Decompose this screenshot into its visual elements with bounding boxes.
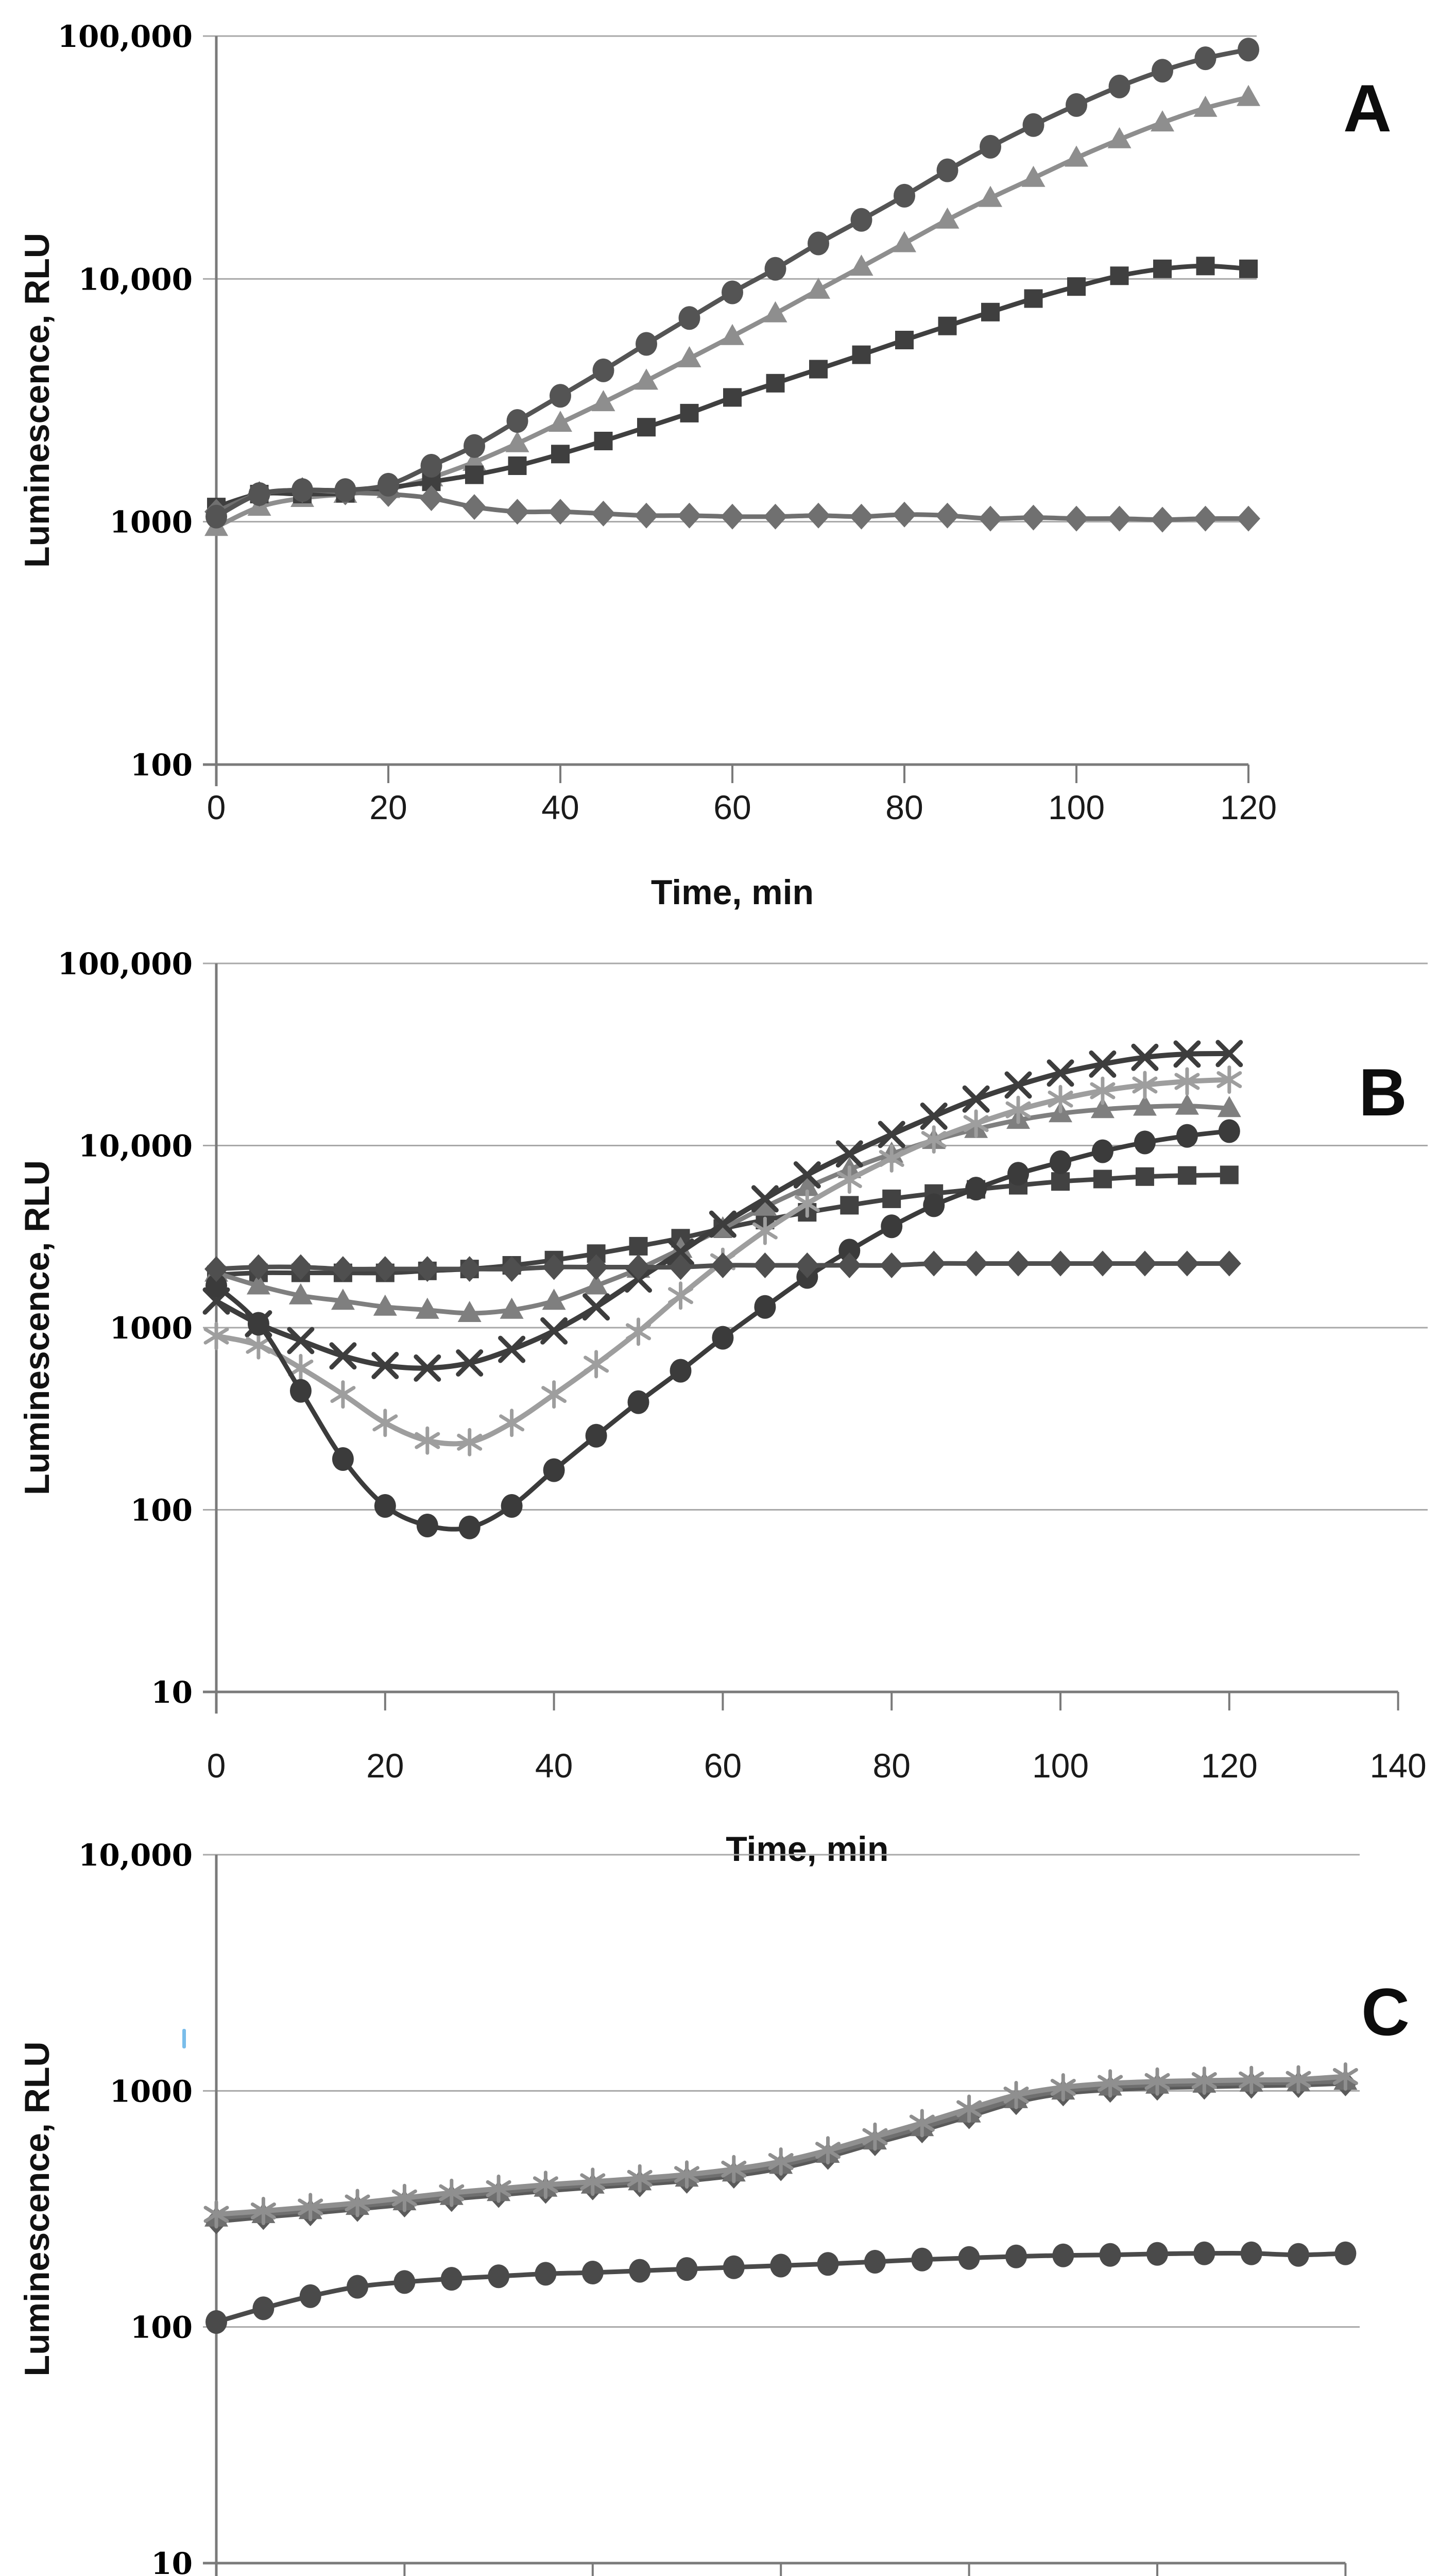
y-tick-label: 100 [130,2310,193,2345]
B-diamond-series [204,1250,1241,1282]
y-tick-label: 100,000 [58,946,193,981]
y-tick-label: 10,000 [78,1129,193,1164]
y-tick-label: 1000 [110,505,193,540]
A-diamond-series [204,477,1260,533]
panel-label-B: B [1359,1055,1407,1130]
x-tick-label: 120 [1220,788,1277,826]
x-tick-label: 0 [207,1747,226,1785]
x-tick-label: 120 [1201,1747,1258,1785]
x-tick-label: 80 [872,1747,910,1785]
A-triangle-series [204,84,1260,536]
x-tick-label: 140 [1370,1747,1427,1785]
y-tick-label: 100 [130,748,193,783]
y-axis-title: Luminescence, RLU [18,1160,57,1495]
y-tick-label: 10 [151,1675,193,1710]
small-blue-mark [182,2029,186,2048]
x-tick-label: 100 [1032,1747,1089,1785]
y-tick-label: 1000 [110,1311,193,1346]
y-axis-title: Luminescence, RLU [18,233,57,568]
x-tick-label: 60 [713,788,751,826]
x-tick-label: 40 [541,788,579,826]
C-asterisk-series [203,2062,1358,2229]
x-tick-label: 80 [885,788,923,826]
C-circle-series [205,2241,1357,2334]
panel-label-C: C [1361,1974,1410,2049]
B-circle-series [205,1119,1240,1539]
x-axis-title: Time, min [726,1829,888,1869]
x-axis-title: Time, min [651,873,814,912]
y-tick-label: 10 [151,2546,193,2576]
y-tick-label: 10,000 [78,262,193,297]
x-tick-label: 0 [207,788,226,826]
y-tick-label: 100 [130,1493,193,1528]
x-tick-label: 60 [704,1747,742,1785]
A-circle-series [205,38,1259,529]
x-tick-label: 40 [535,1747,573,1785]
y-tick-label: 10,000 [78,1838,193,1873]
x-tick-label: 20 [366,1747,404,1785]
B-triangle-series [204,1093,1241,1322]
chart-B: 0 20 40 60 80 100 120 140 100,000 10,000 1000 100 10… [18,946,1428,1869]
y-axis-title: Luminescence, RLU [18,2042,57,2377]
y-tick-label: 100,000 [58,19,193,54]
chart-A: 0 20 40 60 80 100 120 100,000 10,000 1000 100 Time,… [18,19,1392,912]
panel-label-A: A [1343,71,1392,146]
x-tick-label: 100 [1048,788,1105,826]
B-x-series [202,1040,1243,1382]
x-tick-label: 20 [369,788,407,826]
y-tick-label: 1000 [110,2074,193,2109]
